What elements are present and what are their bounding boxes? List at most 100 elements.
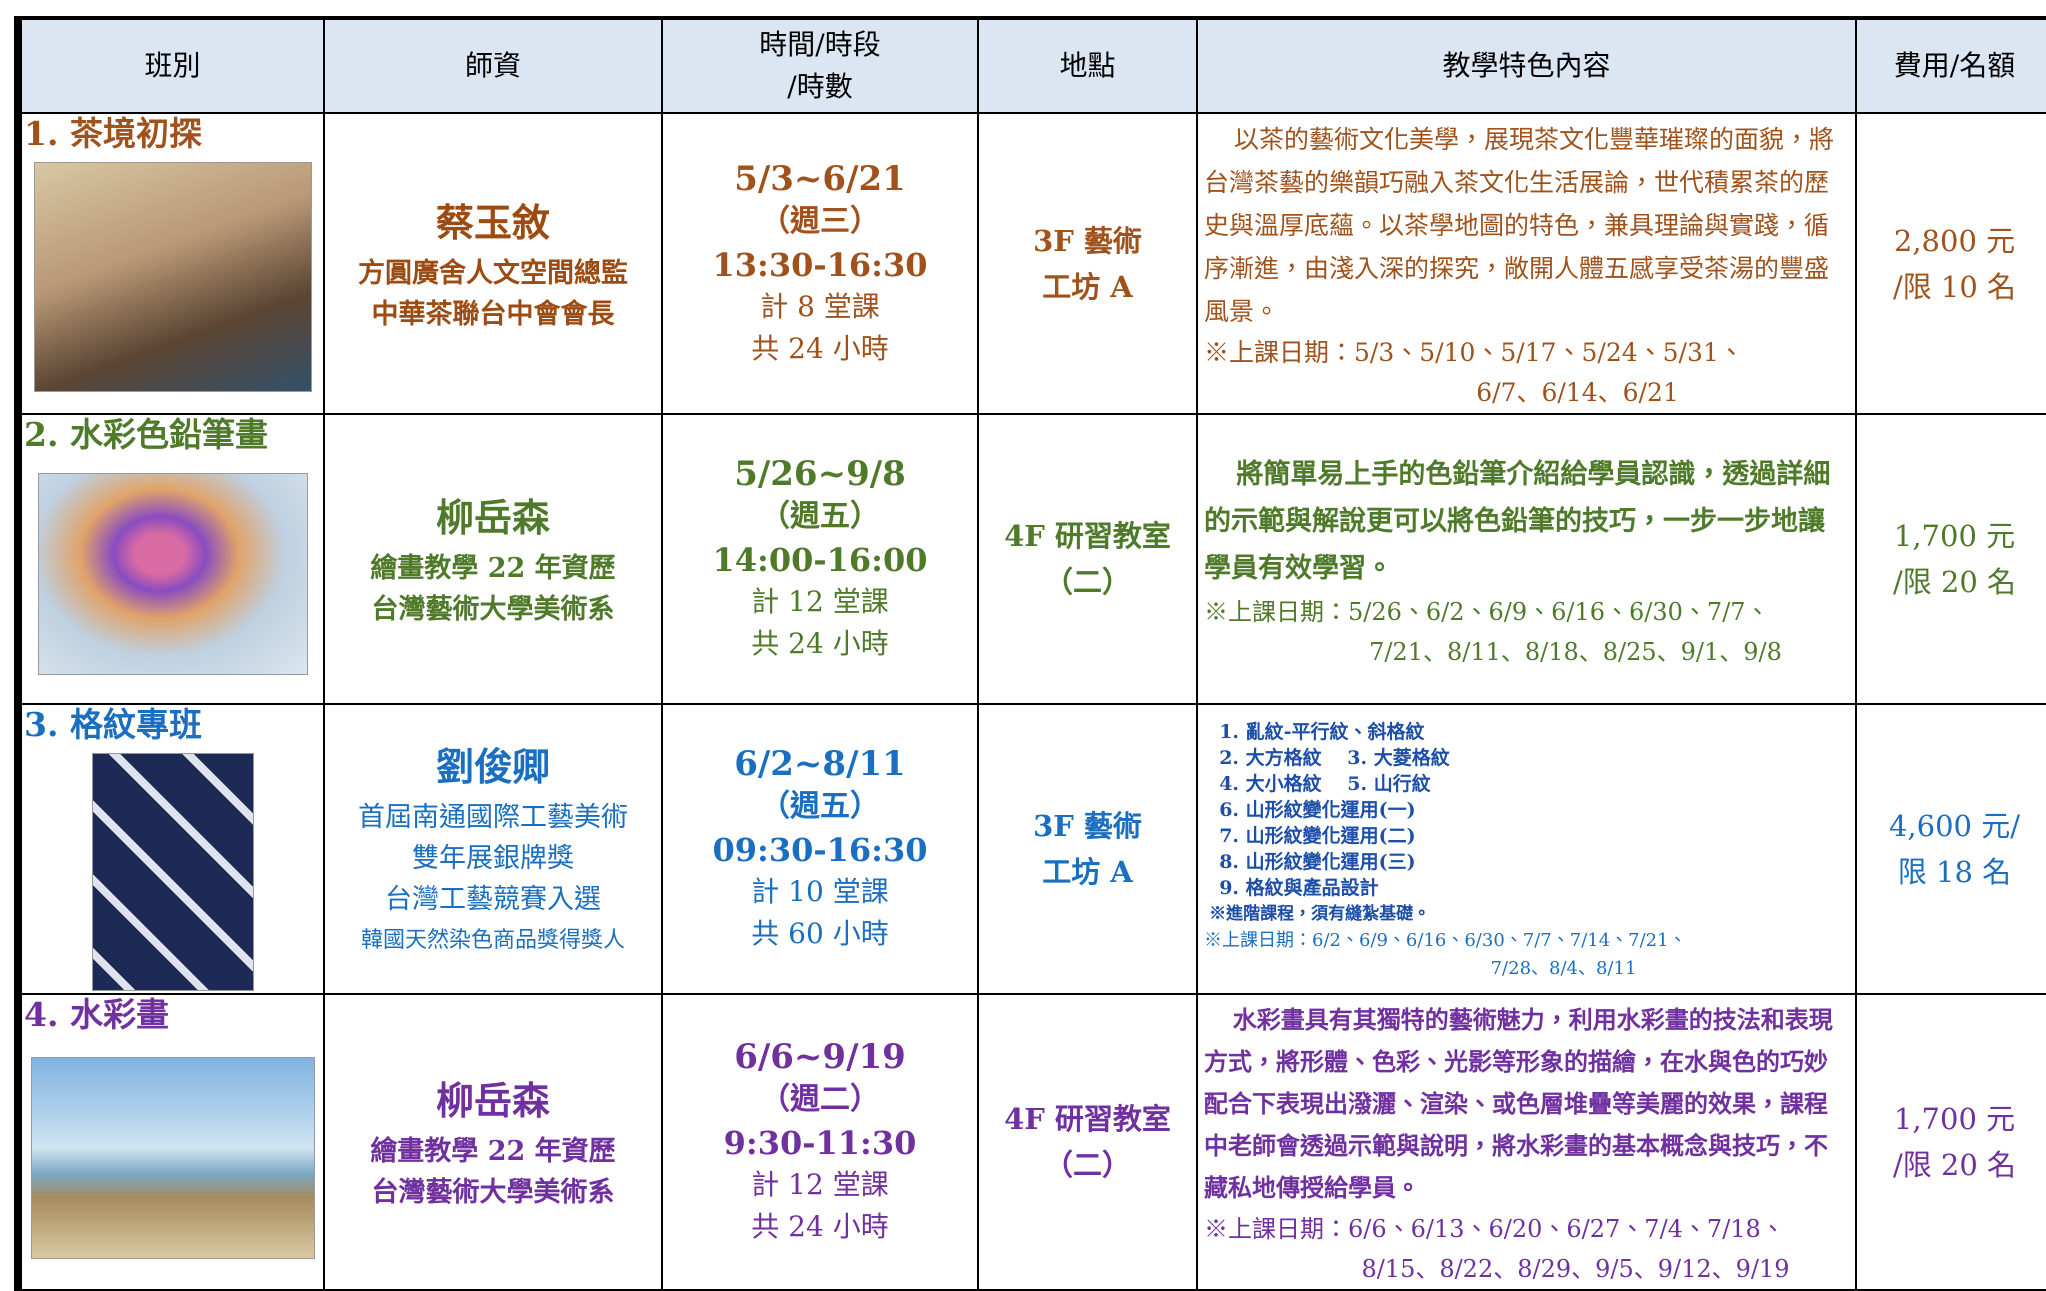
teacher-cell: 柳岳森繪畫教學 22 年資歷 台灣藝術大學美術系 bbox=[323, 993, 663, 1291]
time: 09:30-16:30 bbox=[712, 831, 928, 869]
location-line: （二） bbox=[1043, 565, 1131, 599]
weekday: （週二） bbox=[760, 1082, 880, 1117]
teacher-title: 台灣工藝競賽入選 bbox=[385, 884, 601, 915]
location-cell: 3F 藝術工坊 A bbox=[977, 703, 1198, 995]
dates: 6/6~9/19 bbox=[734, 1037, 906, 1077]
course-row: 3. 格紋專班 劉俊卿 首屆南通國際工藝美術 雙年展銀牌獎 台灣工藝競賽入選 韓國天然染色… bbox=[20, 703, 2046, 995]
description: 4. 大小格紋 5. 山行紋 bbox=[1219, 773, 1431, 795]
fee-cell: 1,700 元/限 20 名 bbox=[1855, 993, 2046, 1291]
teacher-title: 台灣藝術大學美術系 bbox=[371, 1177, 615, 1208]
teacher-title: 繪畫教學 22 年資歷 bbox=[370, 1136, 616, 1167]
teacher-title: 繪畫教學 22 年資歷 bbox=[370, 553, 616, 584]
description: ※進階課程，須有縫紮基礎。 bbox=[1209, 904, 1431, 924]
teacher-title: 中華茶聯台中會會長 bbox=[371, 298, 615, 330]
location-line: 3F 藝術 bbox=[1033, 223, 1142, 258]
fee-line: 4,600 元/ bbox=[1888, 809, 2020, 843]
time-cell: 5/3~6/21 （週三） 13:30-16:30 計 8 堂課共 24 小時 bbox=[661, 112, 979, 415]
schedule-line: ※上課日期：6/6、6/13、6/20、6/27、7/4、7/18、 bbox=[1204, 1215, 1785, 1243]
description-cell: 水彩畫具有其獨特的藝術魅力，利用水彩畫的技法和表現方式，將形體、色彩、光影等形象… bbox=[1196, 993, 1857, 1291]
time-cell: 6/6~9/19 （週二） 9:30-11:30 計 12 堂課共 24 小時 bbox=[661, 993, 979, 1291]
fee-line: /限 20 名 bbox=[1892, 565, 2017, 599]
schedule-line: ※上課日期：5/3、5/10、5/17、5/24、5/31、 bbox=[1204, 338, 1744, 367]
course-row: 1. 茶境初探 蔡玉敘 方圓廣舍人文空間總監 中華茶聯台中會會長 5/3~6/21 （週三… bbox=[20, 112, 2046, 415]
teacher-name: 劉俊卿 bbox=[435, 744, 550, 789]
header-row: 班別 師資 時間/時段/時數 地點 教學特色內容 費用/名額 bbox=[20, 18, 2046, 114]
time-cell: 6/2~8/11 （週五） 09:30-16:30 計 10 堂課共 60 小時 bbox=[661, 703, 979, 995]
course-table-wrap: 班別 師資 時間/時段/時數 地點 教學特色內容 費用/名額 1. 茶境初探 蔡玉敘 方圓廣舍… bbox=[14, 16, 2046, 1291]
fee-cell: 4,600 元/限 18 名 bbox=[1855, 703, 2046, 995]
time: 13:30-16:30 bbox=[712, 245, 928, 284]
header-cell: 地點 bbox=[977, 18, 1198, 114]
class-name: 4. 水彩畫 bbox=[24, 995, 169, 1034]
schedule-line: 6/7、6/14、6/21 bbox=[1476, 378, 1679, 407]
description: 以茶的藝術文化美學，展現茶文化豐華璀璨的面貌，將台灣茶藝的樂韻巧融入茶文化生活展… bbox=[1204, 125, 1835, 326]
description: 6. 山形紋變化運用(一) bbox=[1219, 799, 1416, 821]
location-line: 4F 研習教室 bbox=[1004, 519, 1171, 553]
dates: 5/3~6/21 bbox=[734, 158, 906, 199]
sessions: 計 8 堂課 bbox=[760, 289, 880, 323]
photo bbox=[30, 1057, 315, 1259]
fee-line: 1,700 元 bbox=[1893, 1102, 2016, 1136]
schedule-line: 7/28、8/4、8/11 bbox=[1490, 958, 1637, 979]
teacher-title: 韓國天然染色商品獎得獎人 bbox=[360, 928, 625, 953]
class-cell: 2. 水彩色鉛筆畫 bbox=[20, 413, 325, 705]
location-line: 工坊 A bbox=[1042, 855, 1133, 889]
header-text: 師資 bbox=[464, 49, 521, 82]
sessions: 計 12 堂課 bbox=[751, 585, 889, 618]
location-line: 工坊 A bbox=[1042, 269, 1133, 304]
description: 1. 亂紋-平行紋、斜格紋 bbox=[1219, 721, 1425, 743]
fee-line: 限 18 名 bbox=[1897, 855, 2012, 889]
description: 7. 山形紋變化運用(二) bbox=[1219, 825, 1416, 847]
photo bbox=[33, 162, 312, 392]
course-row: 4. 水彩畫 柳岳森 繪畫教學 22 年資歷 台灣藝術大學美術系 6/6~9/19 （週二… bbox=[20, 993, 2046, 1291]
header-cell: 費用/名額 bbox=[1855, 18, 2046, 114]
header-cell: 師資 bbox=[323, 18, 663, 114]
header-cell: 時間/時段/時數 bbox=[661, 18, 979, 114]
class-cell: 1. 茶境初探 bbox=[20, 112, 325, 415]
description-cell: 以茶的藝術文化美學，展現茶文化豐華璀璨的面貌，將台灣茶藝的樂韻巧融入茶文化生活展… bbox=[1196, 112, 1857, 415]
hours: 共 24 小時 bbox=[751, 627, 889, 660]
teacher-cell: 劉俊卿 首屆南通國際工藝美術 雙年展銀牌獎 台灣工藝競賽入選 韓國天然染色商品獎得獎人 bbox=[323, 703, 663, 995]
class-name: 2. 水彩色鉛筆畫 bbox=[24, 415, 268, 454]
fee-cell: 2,800 元/限 10 名 bbox=[1855, 112, 2046, 415]
weekday: （週三） bbox=[760, 203, 880, 239]
page: 班別 師資 時間/時段/時數 地點 教學特色內容 費用/名額 1. 茶境初探 蔡玉敘 方圓廣舍… bbox=[14, 16, 2046, 1291]
dates: 5/26~9/8 bbox=[734, 454, 906, 494]
header-text: 班別 bbox=[144, 49, 201, 82]
class-name: 1. 茶境初探 bbox=[24, 114, 202, 153]
schedule-line: ※上課日期：6/2、6/9、6/16、6/30、7/7、7/14、7/21、 bbox=[1204, 930, 1687, 951]
location-cell: 4F 研習教室 （二） bbox=[977, 993, 1198, 1291]
fee-cell: 1,700 元/限 20 名 bbox=[1855, 413, 2046, 705]
header-cell: 班別 bbox=[20, 18, 325, 114]
description-cell: 1. 亂紋-平行紋、斜格紋 2. 大方格紋 3. 大菱格紋 4. 大小格紋 5. 山… bbox=[1196, 703, 1857, 995]
header-line: /時數 bbox=[787, 70, 853, 103]
location-line: （二） bbox=[1043, 1148, 1131, 1182]
fee-line: /限 10 名 bbox=[1892, 269, 2017, 304]
description: 2. 大方格紋 3. 大菱格紋 bbox=[1219, 747, 1450, 769]
description: 8. 山形紋變化運用(三) bbox=[1219, 851, 1416, 873]
weekday: （週五） bbox=[760, 789, 880, 824]
sessions: 計 10 堂課 bbox=[751, 875, 889, 908]
teacher-title: 台灣藝術大學美術系 bbox=[371, 594, 615, 625]
teacher-cell: 蔡玉敘 方圓廣舍人文空間總監 中華茶聯台中會會長 bbox=[323, 112, 663, 415]
fee-line: 1,700 元 bbox=[1893, 519, 2016, 553]
time-cell: 5/26~9/8 （週五） 14:00-16:00 計 12 堂課共 24 小時 bbox=[661, 413, 979, 705]
teacher-cell: 柳岳森繪畫教學 22 年資歷 台灣藝術大學美術系 bbox=[323, 413, 663, 705]
description: 9. 格紋與產品設計 bbox=[1219, 877, 1379, 899]
fee-line: /限 20 名 bbox=[1892, 1148, 2017, 1182]
schedule-line: 8/15、8/22、8/29、9/5、9/12、9/19 bbox=[1361, 1255, 1790, 1283]
weekday: （週五） bbox=[760, 499, 880, 534]
course-row: 2. 水彩色鉛筆畫 柳岳森 繪畫教學 22 年資歷 台灣藝術大學美術系 5/26~9/8… bbox=[20, 413, 2046, 705]
header-cell: 教學特色內容 bbox=[1196, 18, 1857, 114]
photo bbox=[37, 473, 308, 675]
teacher-name: 柳岳森 bbox=[435, 495, 550, 540]
schedule-line: 7/21、8/11、8/18、8/25、9/1、9/8 bbox=[1369, 637, 1782, 666]
location-line: 4F 研習教室 bbox=[1004, 1102, 1171, 1136]
description: 水彩畫具有其獨特的藝術魅力，利用水彩畫的技法和表現方式，將形體、色彩、光影等形象… bbox=[1204, 1005, 1833, 1202]
header-text: 教學特色內容 bbox=[1442, 49, 1611, 82]
teacher-name: 柳岳森 bbox=[435, 1078, 550, 1123]
location-line: 3F 藝術 bbox=[1033, 809, 1142, 843]
dates: 6/2~8/11 bbox=[734, 744, 906, 784]
sessions: 計 12 堂課 bbox=[751, 1168, 889, 1201]
photo bbox=[91, 753, 254, 991]
